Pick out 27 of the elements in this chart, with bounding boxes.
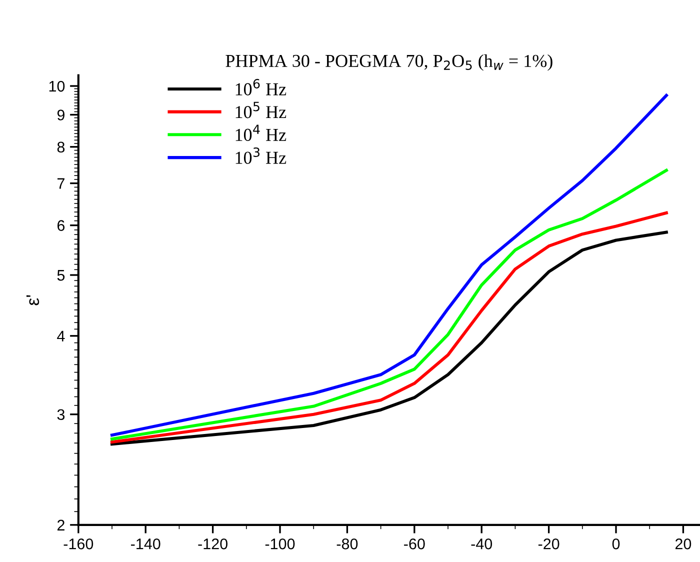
chart-title: PHPMA 30 - POEGMA 70, P$_{2}$O$_{5}$ (h$_{w}$ = 1%): [226, 54, 552, 71]
x-tick-label: 0: [612, 538, 620, 550]
y-tick-label: 9: [57, 110, 64, 120]
y-tick-label: 7: [57, 178, 64, 189]
y-tick-label: 6: [57, 220, 65, 231]
y-tick-label: 2: [57, 520, 64, 530]
x-tick-label: 20: [675, 538, 692, 550]
legend-label: 10$^{6}$ Hz: [236, 78, 286, 96]
y-axis-title: ε': [26, 295, 40, 306]
x-tick-label: -60: [404, 538, 425, 550]
x-tick-label: -40: [471, 538, 492, 550]
x-tick-label: -20: [538, 538, 560, 550]
line-series: [110, 94, 668, 437]
x-tick-label: -120: [198, 538, 228, 550]
y-tick-label: 3: [57, 409, 65, 420]
x-tick-label: -140: [130, 538, 160, 550]
legend-label: 10$^{5}$ Hz: [236, 102, 286, 118]
y-tick-label: 5: [57, 270, 65, 281]
legend-label: 10$^{3}$ Hz: [236, 147, 286, 164]
y-tick-label: 4: [57, 330, 65, 342]
y-tick-label: 10: [49, 80, 65, 92]
x-tick-label: -100: [265, 538, 295, 550]
line-series: [110, 168, 668, 441]
legend-label: 10$^{4}$ Hz: [236, 124, 286, 141]
x-tick-label: -160: [64, 538, 94, 550]
y-tick-label: 8: [57, 142, 65, 153]
x-tick-label: -80: [336, 538, 358, 550]
